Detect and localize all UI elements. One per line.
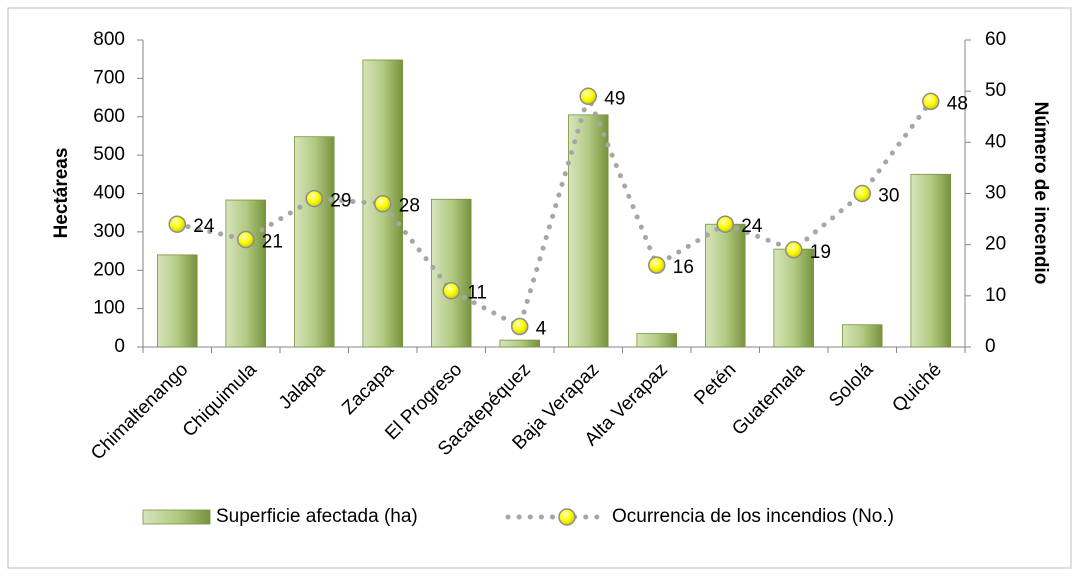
marker (237, 230, 255, 249)
y-tick-label: 500 (93, 144, 125, 165)
bar (156, 254, 198, 348)
line (174, 88, 934, 331)
marker (579, 87, 597, 106)
y2-tick-label: 40 (985, 131, 1006, 152)
bar (430, 198, 472, 348)
legend-marker (558, 508, 576, 526)
y-tick-label: 200 (93, 259, 125, 280)
y2-tick-label: 0 (985, 336, 996, 357)
legend-swatch (142, 509, 211, 525)
y2-axis-title: Número de incendio (1030, 102, 1051, 285)
bar (225, 199, 267, 348)
y2-tick-label: 30 (985, 183, 1006, 204)
bar (773, 248, 815, 348)
legend-label: Ocurrencia de los incendios (No.) (612, 506, 894, 527)
bar (499, 339, 541, 348)
y-tick-label: 100 (93, 298, 125, 319)
marker (716, 215, 734, 233)
marker (442, 281, 460, 300)
data-label: 21 (262, 232, 283, 253)
marker (785, 241, 803, 259)
bar (636, 333, 678, 348)
marker (922, 92, 940, 111)
y2-tick-label: 10 (985, 285, 1006, 306)
data-label: 29 (330, 191, 351, 212)
bar (841, 324, 883, 348)
marker (853, 184, 871, 203)
marker (374, 194, 392, 213)
data-label: 24 (193, 216, 215, 237)
y-axis-title: Hectáreas (51, 148, 72, 239)
data-label: 11 (467, 283, 487, 304)
marker (648, 256, 666, 274)
data-label: 48 (947, 93, 968, 114)
bar (704, 223, 746, 348)
legend-label: Superficie afectada (ha) (216, 506, 418, 527)
marker (305, 189, 323, 208)
bar (567, 114, 609, 348)
y-tick-label: 800 (93, 29, 125, 50)
y-tick-label: 400 (93, 183, 125, 204)
data-label: 19 (810, 242, 831, 263)
y-tick-label: 600 (93, 106, 125, 127)
y2-tick-label: 60 (985, 29, 1006, 50)
bar (910, 173, 952, 348)
y-tick-label: 300 (93, 221, 125, 242)
data-label: 30 (878, 186, 899, 207)
bar (293, 136, 335, 348)
data-label: 49 (604, 88, 625, 109)
data-label: 4 (536, 319, 547, 340)
data-label: 28 (399, 196, 420, 217)
data-label: 24 (741, 216, 763, 237)
marker (511, 317, 529, 336)
data-label: 16 (673, 257, 694, 278)
y-tick-label: 0 (114, 336, 125, 357)
y-tick-label: 700 (93, 67, 125, 88)
y2-tick-label: 20 (985, 234, 1006, 255)
marker (168, 215, 186, 233)
y2-tick-label: 50 (985, 80, 1006, 101)
